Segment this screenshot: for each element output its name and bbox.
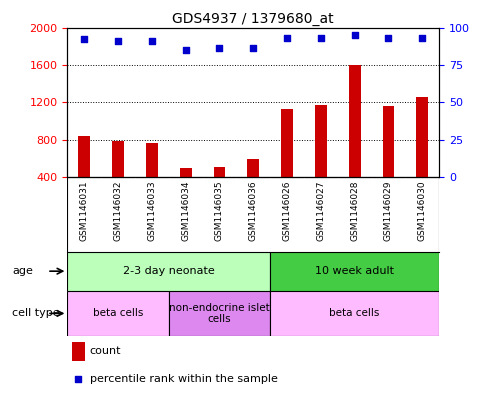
Text: GSM1146026: GSM1146026 bbox=[282, 181, 291, 241]
Bar bbox=[67, 252, 270, 291]
Point bbox=[182, 47, 190, 53]
Point bbox=[384, 35, 392, 41]
Text: cell type: cell type bbox=[12, 309, 60, 318]
Text: 2-3 day neonate: 2-3 day neonate bbox=[123, 266, 215, 276]
Point bbox=[80, 36, 88, 42]
Bar bbox=[169, 291, 270, 336]
Bar bbox=[214, 167, 226, 177]
Point bbox=[249, 45, 257, 51]
Point bbox=[283, 35, 291, 41]
Text: age: age bbox=[12, 266, 33, 276]
Point bbox=[418, 35, 426, 41]
Bar bbox=[78, 136, 90, 177]
Bar bbox=[315, 105, 327, 177]
Text: GSM1146032: GSM1146032 bbox=[114, 181, 123, 241]
Point bbox=[74, 376, 82, 382]
Text: GSM1146033: GSM1146033 bbox=[147, 181, 156, 241]
Bar bbox=[383, 106, 394, 177]
Bar bbox=[416, 97, 428, 177]
Text: 10 week adult: 10 week adult bbox=[315, 266, 394, 276]
Bar bbox=[180, 169, 192, 177]
Point bbox=[216, 45, 224, 51]
Bar bbox=[146, 143, 158, 177]
Text: percentile rank within the sample: percentile rank within the sample bbox=[90, 374, 278, 384]
Bar bbox=[72, 342, 85, 361]
Text: GSM1146030: GSM1146030 bbox=[418, 181, 427, 241]
Text: GSM1146029: GSM1146029 bbox=[384, 181, 393, 241]
Text: GSM1146027: GSM1146027 bbox=[316, 181, 325, 241]
Point bbox=[351, 32, 359, 38]
Bar bbox=[270, 252, 439, 291]
Text: GSM1146031: GSM1146031 bbox=[80, 181, 89, 241]
Text: GSM1146036: GSM1146036 bbox=[249, 181, 258, 241]
Text: GSM1146028: GSM1146028 bbox=[350, 181, 359, 241]
Title: GDS4937 / 1379680_at: GDS4937 / 1379680_at bbox=[173, 13, 334, 26]
Text: non-endocrine islet
cells: non-endocrine islet cells bbox=[169, 303, 270, 324]
Bar bbox=[281, 109, 293, 177]
Text: beta cells: beta cells bbox=[329, 309, 380, 318]
Bar bbox=[270, 291, 439, 336]
Text: count: count bbox=[90, 346, 121, 356]
Text: GSM1146034: GSM1146034 bbox=[181, 181, 190, 241]
Bar bbox=[248, 159, 259, 177]
Point bbox=[114, 38, 122, 44]
Point bbox=[317, 35, 325, 41]
Bar bbox=[112, 141, 124, 177]
Text: beta cells: beta cells bbox=[93, 309, 143, 318]
Bar bbox=[349, 65, 361, 177]
Text: GSM1146035: GSM1146035 bbox=[215, 181, 224, 241]
Bar bbox=[67, 291, 169, 336]
Point bbox=[148, 38, 156, 44]
